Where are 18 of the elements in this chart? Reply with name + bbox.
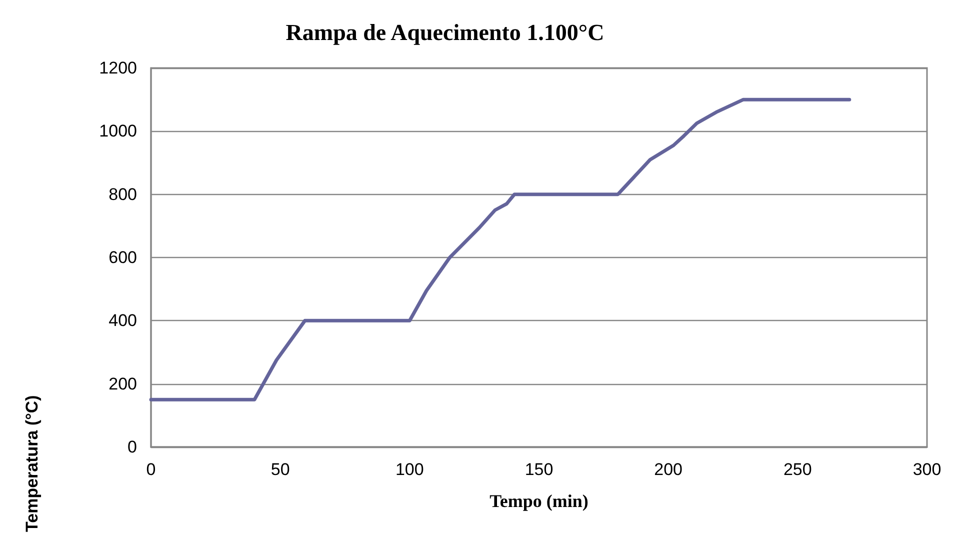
- x-tick-label: 250: [783, 460, 812, 479]
- x-tick-label: 150: [524, 460, 554, 479]
- y-tick-label: 800: [108, 184, 137, 204]
- x-tick-label: 50: [270, 460, 290, 479]
- chart-title: Rampa de Aquecimento 1.100°C: [286, 20, 604, 45]
- y-tick-label: 0: [128, 438, 137, 456]
- x-axis-title: Tempo (min): [490, 491, 588, 511]
- y-tick-label: 400: [108, 311, 137, 330]
- x-tick-label: 100: [395, 460, 424, 479]
- x-tick-label: 0: [146, 460, 156, 479]
- y-axis-title: Temperatura (°C): [22, 395, 42, 532]
- y-tick-label: 1200: [99, 58, 137, 78]
- y-tick-label: 200: [108, 374, 137, 394]
- line-series: [149, 98, 852, 402]
- y-tick-label: 1000: [99, 122, 137, 141]
- x-tick-label: 300: [912, 460, 942, 479]
- x-tick-label: 200: [654, 460, 683, 479]
- y-tick-label: 600: [108, 248, 137, 267]
